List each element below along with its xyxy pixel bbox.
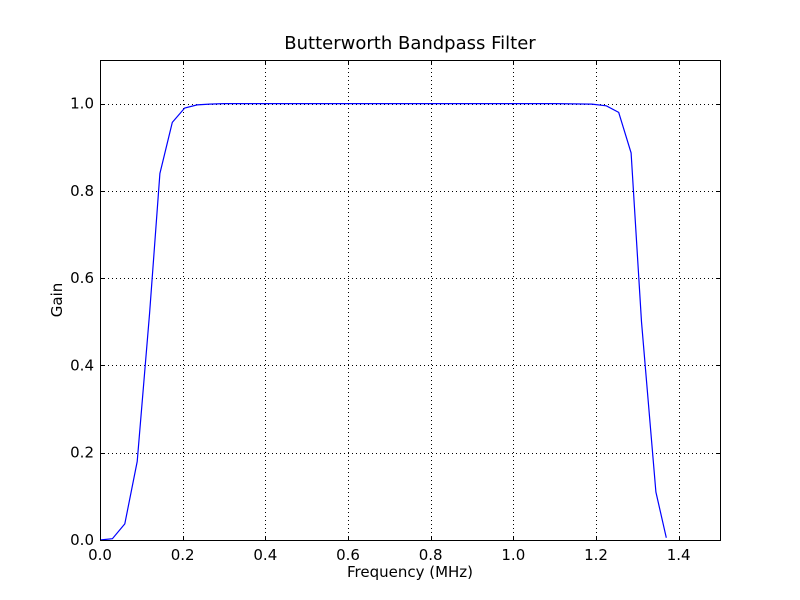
plot-frame [100, 60, 721, 541]
x-tick-label: 0.4 [253, 546, 277, 564]
series-line [99, 102, 667, 541]
ticks [100, 60, 720, 541]
y-tick-label: 1.0 [70, 95, 94, 113]
x-tick-label: 1.2 [584, 546, 608, 564]
y-tick-label: 0.8 [70, 182, 94, 200]
chart-title: Butterworth Bandpass Filter [284, 33, 536, 54]
x-tick-label: 0.0 [88, 546, 112, 564]
y-tick-label: 0.0 [70, 531, 94, 549]
series-layer [99, 102, 667, 541]
x-tick-label: 1.0 [501, 546, 525, 564]
x-tick-labels: 0.0 0.2 0.4 0.6 0.8 1.0 1.2 1.4 [88, 546, 691, 564]
grid [100, 60, 720, 540]
y-tick-label: 0.2 [70, 444, 94, 462]
y-tick-labels: 0.0 0.2 0.4 0.6 0.8 1.0 [70, 95, 94, 549]
y-axis-label: Gain [48, 283, 66, 318]
x-axis-label: Frequency (MHz) [347, 563, 473, 581]
y-tick-label: 0.6 [70, 269, 94, 287]
y-tick-label: 0.4 [70, 356, 94, 374]
x-tick-label: 0.6 [336, 546, 360, 564]
x-tick-label: 0.8 [419, 546, 443, 564]
x-tick-label: 0.2 [171, 546, 195, 564]
x-tick-label: 1.4 [667, 546, 691, 564]
